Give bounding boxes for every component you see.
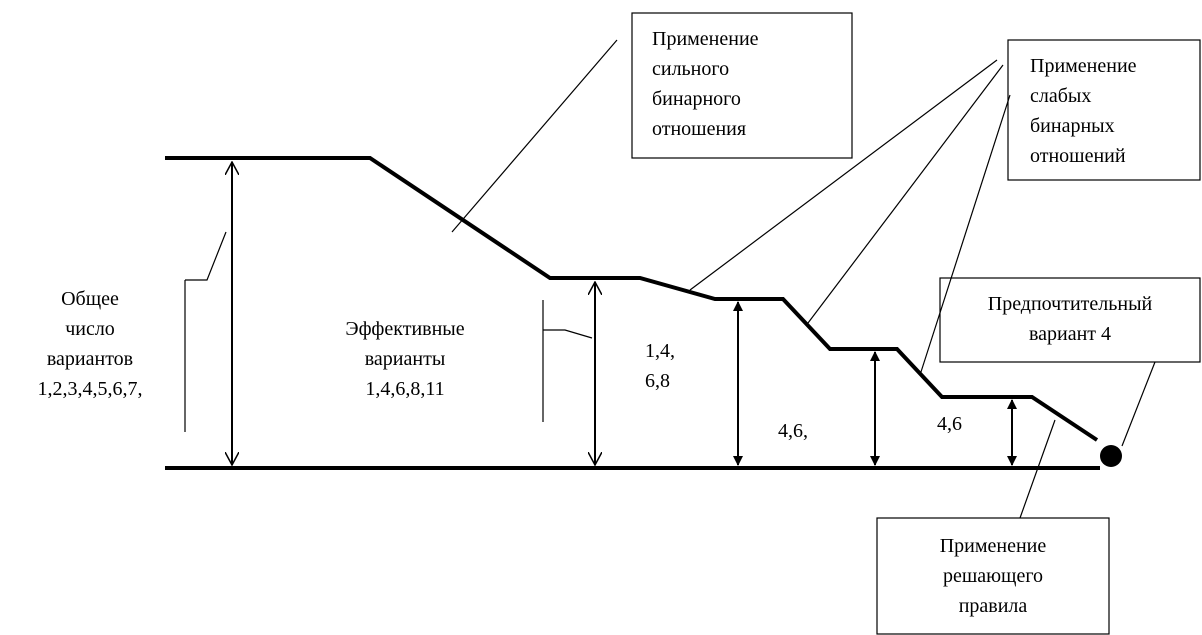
bracket (543, 329, 593, 339)
label-text: 6,8 (645, 370, 670, 392)
box-text: отношений (1030, 145, 1126, 167)
leader-line (689, 59, 998, 291)
label-text: 4,6, (778, 420, 808, 442)
leader-line (1019, 419, 1056, 519)
box-text: Применение (1030, 55, 1137, 77)
label-text: 1,4,6,8,11 (365, 378, 444, 400)
upper-line (165, 156, 1099, 442)
leader-line (807, 64, 1004, 324)
box-text: бинарного (652, 88, 741, 110)
leader-line (451, 39, 618, 233)
label-text: Эффективные (345, 318, 464, 340)
label-text: вариантов (47, 348, 133, 370)
bracket (185, 231, 227, 281)
box-text: Предпочтительный (988, 293, 1153, 315)
note-box (876, 517, 1110, 635)
leader-line (919, 94, 1011, 376)
box-text: слабых (1030, 85, 1091, 107)
leaders (451, 39, 1156, 519)
box-text: Применение (940, 535, 1047, 557)
label-text: число (65, 318, 115, 340)
texts: Применение сильного бинарного отношения Прим… (38, 28, 1153, 617)
brackets (184, 231, 593, 432)
box-text: отношения (652, 118, 746, 140)
box-text: Применение (652, 28, 759, 50)
box-text: правила (959, 595, 1028, 617)
profile (165, 156, 1122, 470)
box-text: решающего (943, 565, 1043, 587)
box-text: сильного (652, 58, 729, 80)
label-text: 4,6 (937, 413, 962, 435)
leader-line (1121, 361, 1156, 447)
label-text: 1,4, (645, 340, 675, 362)
note-box (939, 277, 1201, 363)
label-text: Общее (61, 288, 119, 310)
label-text: варианты (365, 348, 446, 370)
box-text: вариант 4 (1029, 323, 1111, 345)
end-dot (1100, 445, 1122, 467)
boxes (631, 12, 1201, 635)
box-text: бинарных (1030, 115, 1115, 137)
label-text: 1,2,3,4,5,6,7, (38, 378, 143, 400)
note-box (1007, 39, 1201, 181)
note-box (631, 12, 853, 159)
arrows (232, 162, 1017, 466)
